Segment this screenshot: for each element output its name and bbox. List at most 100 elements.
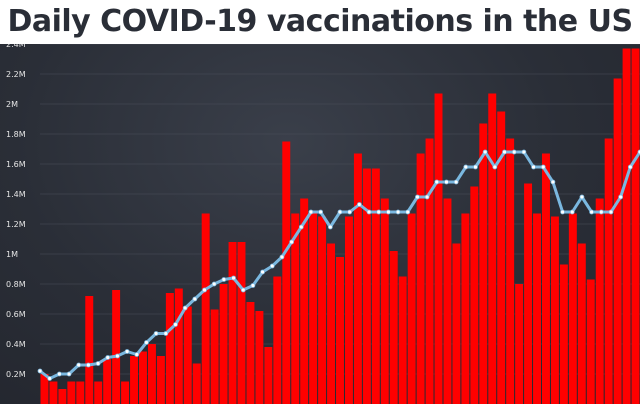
gridlines bbox=[40, 44, 640, 375]
bar bbox=[524, 183, 533, 404]
line-point bbox=[415, 194, 420, 200]
bar bbox=[67, 381, 76, 404]
line-point bbox=[318, 209, 324, 215]
line-point bbox=[337, 209, 343, 215]
bar bbox=[264, 347, 273, 404]
bar bbox=[506, 138, 515, 404]
bar bbox=[300, 198, 309, 404]
line-point bbox=[395, 209, 401, 215]
bar bbox=[291, 213, 300, 404]
line-point bbox=[482, 149, 488, 155]
bar bbox=[577, 243, 586, 404]
bar bbox=[210, 309, 219, 404]
bar bbox=[192, 363, 201, 404]
y-tick-label: 1.2M bbox=[6, 220, 26, 229]
y-tick-label: 0.4M bbox=[6, 340, 26, 349]
bar bbox=[362, 168, 371, 404]
bar bbox=[497, 111, 506, 404]
line-point bbox=[618, 194, 624, 200]
bar bbox=[461, 213, 470, 404]
bar bbox=[416, 153, 425, 404]
line-point bbox=[298, 224, 304, 230]
line-point bbox=[347, 209, 353, 215]
line-point bbox=[47, 376, 53, 381]
bar bbox=[282, 141, 291, 404]
bar bbox=[49, 381, 58, 404]
line-point bbox=[385, 209, 391, 215]
chart-title: Daily COVID-19 vaccinations in the US bbox=[7, 4, 633, 39]
line-point bbox=[163, 331, 169, 336]
line-point bbox=[405, 209, 411, 215]
y-tick-label: 2.4M bbox=[6, 44, 26, 49]
line-point bbox=[202, 287, 207, 293]
bar bbox=[550, 216, 559, 404]
line-point bbox=[627, 164, 633, 170]
line-point bbox=[531, 164, 536, 170]
bar bbox=[147, 344, 156, 404]
line-point bbox=[608, 209, 614, 215]
line-point bbox=[598, 209, 604, 215]
bar bbox=[452, 243, 461, 404]
bar bbox=[273, 276, 282, 404]
y-tick-label: 0.2M bbox=[6, 370, 26, 379]
line-point bbox=[105, 355, 111, 360]
bar bbox=[533, 213, 541, 404]
y-tick-label: 0.6M bbox=[6, 310, 26, 319]
line-point bbox=[492, 164, 498, 170]
line-point bbox=[502, 149, 507, 155]
bar bbox=[183, 306, 192, 404]
y-axis-ticks: 0.2M 0.4M 0.6M 0.8M 1M 1.2M 1.4M 1.6M 1.8M 2M 2.2M… bbox=[6, 44, 26, 379]
line-point bbox=[521, 149, 527, 155]
bar bbox=[470, 186, 479, 404]
bar bbox=[58, 389, 67, 404]
bar bbox=[353, 153, 362, 404]
bar bbox=[586, 279, 595, 404]
bar bbox=[318, 216, 327, 404]
bar bbox=[85, 296, 94, 404]
line-point bbox=[115, 353, 120, 359]
line-point bbox=[550, 179, 556, 185]
line-point bbox=[473, 164, 478, 170]
bar bbox=[479, 123, 488, 404]
y-tick-label: 1.8M bbox=[6, 130, 26, 139]
line-point bbox=[308, 209, 314, 215]
line-point bbox=[579, 194, 585, 200]
line-point bbox=[124, 349, 130, 354]
line-point bbox=[153, 331, 159, 336]
line-point bbox=[134, 352, 140, 357]
title-banner: Daily COVID-19 vaccinations in the US bbox=[0, 0, 640, 44]
y-tick-label: 2.2M bbox=[6, 70, 26, 79]
y-tick-label: 2M bbox=[6, 100, 18, 109]
line-series bbox=[37, 149, 640, 381]
bar bbox=[631, 48, 640, 404]
bar bbox=[156, 356, 165, 404]
line-point bbox=[589, 209, 595, 215]
bar bbox=[488, 93, 497, 404]
bar bbox=[327, 243, 336, 404]
bar bbox=[103, 359, 112, 404]
chart-plot-area: 0.2M 0.4M 0.6M 0.8M 1M 1.2M 1.4M 1.6M 1.8M 2M 2.2M… bbox=[6, 44, 640, 404]
bar bbox=[541, 153, 550, 404]
bar bbox=[121, 381, 130, 404]
line-point bbox=[250, 283, 256, 288]
line-point bbox=[569, 209, 575, 215]
bar bbox=[130, 356, 139, 404]
bar bbox=[344, 216, 353, 404]
y-tick-label: 1.6M bbox=[6, 160, 26, 169]
line-point bbox=[376, 209, 382, 215]
line-point bbox=[231, 275, 236, 281]
line-point bbox=[76, 362, 82, 368]
bar bbox=[559, 264, 568, 404]
bar bbox=[371, 168, 380, 404]
bar bbox=[407, 213, 416, 404]
bar bbox=[40, 374, 49, 404]
bar bbox=[443, 198, 452, 404]
line-point bbox=[260, 269, 265, 275]
line-point bbox=[560, 209, 565, 215]
bar bbox=[425, 138, 434, 404]
bar bbox=[398, 276, 407, 404]
line-point bbox=[511, 149, 517, 155]
bar bbox=[568, 213, 577, 404]
line-point bbox=[444, 179, 449, 185]
